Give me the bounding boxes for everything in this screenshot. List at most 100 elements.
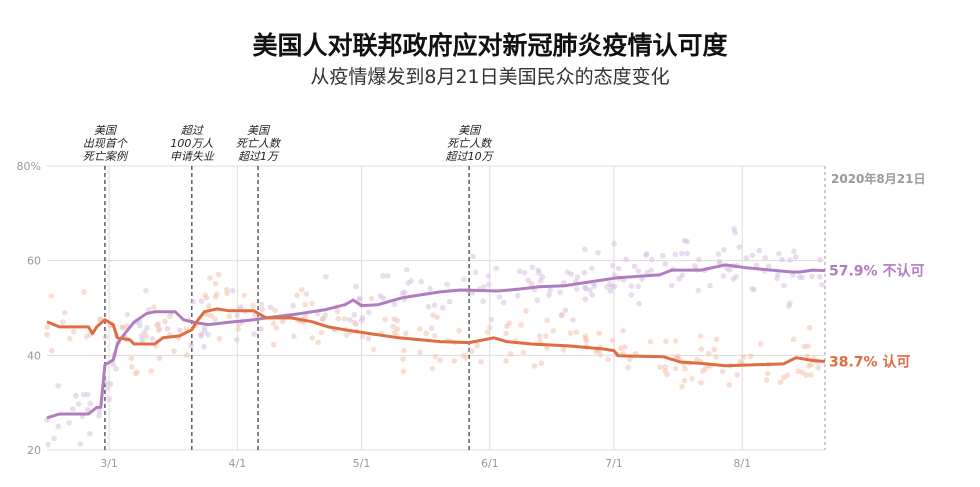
- event-annotation: 美国: [247, 124, 271, 137]
- poll-dot: [762, 255, 769, 261]
- poll-dot: [609, 337, 616, 344]
- poll-dot: [205, 331, 211, 338]
- poll-dot: [460, 352, 467, 359]
- poll-dot: [523, 308, 529, 314]
- poll-dot: [574, 274, 581, 280]
- poll-dot: [298, 286, 305, 293]
- poll-dot: [611, 240, 617, 247]
- poll-dot: [525, 277, 531, 284]
- event-annotation: 超过1万: [238, 150, 280, 163]
- poll-dot: [80, 391, 87, 398]
- poll-dot: [370, 346, 377, 353]
- poll-dot: [444, 281, 450, 288]
- poll-dot: [418, 278, 425, 285]
- poll-dot: [55, 423, 62, 430]
- poll-dot: [474, 343, 481, 349]
- poll-dot: [60, 319, 66, 325]
- poll-dot: [226, 313, 232, 319]
- poll-dot: [446, 298, 453, 305]
- poll-dot: [809, 273, 815, 280]
- poll-dot: [672, 365, 679, 372]
- poll-dot: [536, 333, 543, 339]
- event-annotation: 超过: [181, 124, 205, 137]
- poll-dot: [291, 333, 297, 339]
- poll-dot: [791, 248, 797, 254]
- poll-dot: [417, 325, 423, 332]
- poll-dot: [110, 361, 117, 368]
- poll-dot: [104, 385, 111, 391]
- poll-dot: [664, 371, 670, 378]
- poll-dot: [347, 316, 353, 323]
- poll-dot: [365, 309, 372, 316]
- poll-dot: [537, 338, 544, 344]
- x-tick-label: 6/1: [481, 457, 499, 470]
- poll-dot: [45, 441, 51, 448]
- poll-dot: [815, 365, 821, 371]
- poll-dot: [776, 250, 782, 257]
- poll-dot: [804, 353, 811, 359]
- poll-dot: [726, 267, 733, 273]
- poll-dot: [777, 379, 784, 386]
- series-end-label: 57.9% 不认可: [829, 263, 924, 280]
- poll-dot: [149, 336, 156, 342]
- event-annotation: 死亡案例: [83, 150, 129, 163]
- poll-dot: [70, 328, 77, 335]
- poll-dot: [335, 315, 342, 322]
- poll-dot: [224, 290, 230, 296]
- poll-dot: [134, 369, 140, 375]
- poll-dot: [472, 269, 479, 276]
- poll-dot: [451, 357, 458, 364]
- series-line-不认可: [46, 263, 826, 420]
- poll-dot: [273, 324, 280, 331]
- poll-dot: [692, 262, 698, 269]
- poll-dot: [544, 345, 550, 351]
- poll-dot: [534, 297, 540, 304]
- poll-dot: [765, 263, 772, 269]
- poll-dot: [689, 375, 695, 382]
- poll-dot: [380, 295, 386, 301]
- poll-dot: [543, 333, 549, 339]
- poll-dot: [528, 281, 535, 287]
- poll-dot: [488, 316, 495, 323]
- chart-title: 美国人对联邦政府应对新冠肺炎疫情认可度: [252, 31, 728, 60]
- poll-dot: [201, 324, 208, 331]
- poll-dot: [787, 257, 793, 263]
- poll-dot: [679, 250, 685, 257]
- poll-dot: [183, 352, 190, 359]
- poll-dot: [309, 335, 316, 341]
- poll-dot: [503, 358, 509, 364]
- poll-dot: [290, 302, 296, 309]
- poll-dot: [707, 282, 713, 289]
- series-line-认可: [46, 307, 826, 368]
- poll-dot: [817, 273, 823, 280]
- poll-dot: [434, 314, 440, 320]
- poll-dot: [400, 356, 406, 362]
- poll-dot: [259, 306, 266, 313]
- poll-dot: [128, 355, 135, 362]
- poll-dot: [780, 374, 787, 381]
- end-date-label: 2020年8月21日: [831, 171, 925, 186]
- poll-dot: [628, 291, 634, 298]
- poll-dot: [573, 286, 580, 292]
- poll-dot: [615, 265, 622, 272]
- poll-dot: [520, 349, 527, 356]
- poll-dot: [713, 336, 720, 343]
- poll-dot: [635, 283, 642, 290]
- poll-dot: [423, 330, 429, 337]
- poll-dot: [581, 269, 588, 276]
- poll-dot: [672, 251, 679, 258]
- poll-dot: [781, 282, 787, 289]
- poll-dot: [86, 430, 93, 437]
- poll-dot: [431, 333, 438, 339]
- poll-dot: [696, 256, 702, 263]
- poll-dot: [391, 301, 398, 308]
- y-tick-label: 80%: [17, 160, 41, 173]
- poll-dot: [351, 319, 357, 326]
- poll-dot: [212, 316, 218, 322]
- poll-dot: [394, 317, 401, 324]
- poll-dot: [582, 333, 589, 339]
- poll-dot: [124, 311, 131, 318]
- poll-dot: [155, 321, 161, 327]
- poll-dot: [208, 313, 215, 319]
- poll-dot: [96, 408, 103, 415]
